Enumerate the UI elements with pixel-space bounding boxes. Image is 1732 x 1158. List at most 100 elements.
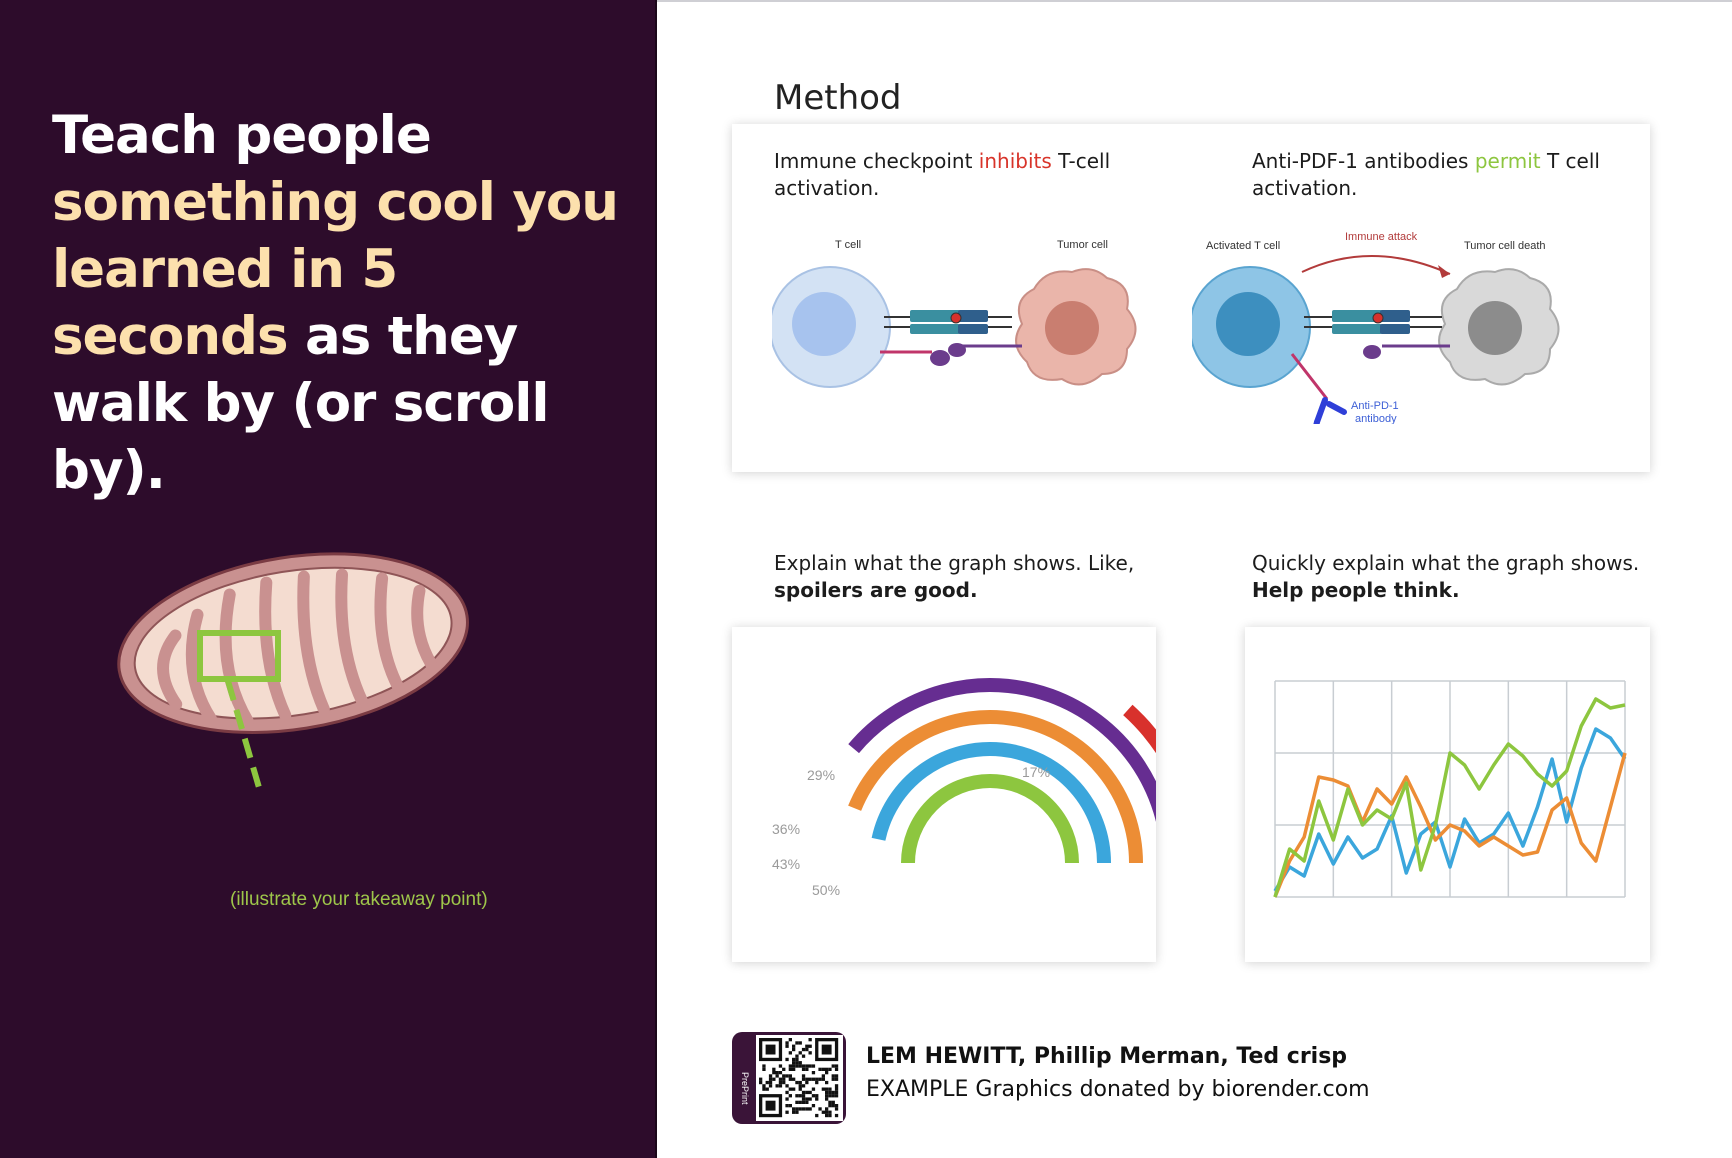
qr-module <box>798 1107 802 1111</box>
receptor-block-r1 <box>1332 310 1382 322</box>
qr-module <box>762 1067 766 1071</box>
qr-module <box>831 1094 835 1098</box>
qr-module <box>798 1087 802 1091</box>
qr-module <box>805 1044 809 1048</box>
graph-left-bold: spoilers are good. <box>774 578 978 602</box>
graph-right-bold: Help people think. <box>1252 578 1460 602</box>
qr-module <box>759 1080 763 1085</box>
top-border <box>0 0 1732 2</box>
qr-module <box>792 1067 796 1071</box>
qr-module <box>801 1047 806 1052</box>
qr-module <box>782 1067 786 1071</box>
qr-module <box>828 1110 832 1114</box>
checkpoint-dot <box>950 312 962 324</box>
qr-module <box>801 1077 806 1081</box>
qr-module <box>834 1064 839 1068</box>
qr-module <box>805 1080 809 1085</box>
dying-tumor-cell-nucleus <box>1468 301 1522 355</box>
qr-module <box>792 1107 796 1111</box>
tumor-cell-death-label: Tumor cell death <box>1464 240 1546 252</box>
qr-module <box>834 1077 839 1081</box>
qr-module <box>818 1107 822 1111</box>
qr-module <box>778 1071 783 1075</box>
qr-module <box>815 1097 819 1101</box>
qr-module <box>808 1107 812 1111</box>
qr-module <box>815 1094 819 1098</box>
qr-module <box>825 1090 829 1095</box>
qr-module <box>788 1087 792 1091</box>
immune-attack-label: Immune attack <box>1345 231 1418 243</box>
qr-module <box>765 1087 769 1091</box>
checkpoint-diagram: T cell Tumor cell <box>772 239 1137 388</box>
qr-module <box>775 1071 779 1075</box>
headline-line-a: Teach people <box>52 105 432 166</box>
qr-module <box>834 1087 839 1091</box>
qr-module <box>811 1094 816 1098</box>
qr-module <box>811 1077 816 1081</box>
qr-finder <box>765 1100 776 1111</box>
qr-module <box>821 1067 825 1071</box>
qr-module <box>795 1061 799 1065</box>
qr-module <box>805 1097 809 1101</box>
qr-module <box>808 1097 812 1101</box>
qr-module <box>785 1057 789 1062</box>
credits: EXAMPLE Graphics donated by biorender.co… <box>866 1077 1370 1102</box>
qr-module <box>795 1057 799 1062</box>
qr-module <box>792 1047 796 1052</box>
t-cell-nucleus <box>792 292 856 356</box>
qr-module <box>801 1097 806 1101</box>
qr-module <box>828 1113 832 1118</box>
rainbow-chart-card: 50% 43% 36% 29% 17% <box>732 627 1203 962</box>
qr-module <box>821 1074 825 1078</box>
qr-module <box>798 1041 802 1045</box>
qr-module <box>811 1104 816 1108</box>
qr-module <box>805 1107 809 1111</box>
qr-module <box>782 1074 786 1078</box>
receptor-lines-right <box>1304 316 1442 328</box>
qr-module <box>798 1051 802 1055</box>
authors: LEM HEWITT, Phillip Merman, Ted crisp <box>866 1044 1348 1069</box>
line-series-2 <box>1273 752 1627 898</box>
inhibits-word: inhibits <box>978 149 1052 173</box>
line-series-1 <box>1273 727 1627 892</box>
activated-t-cell-label: Activated T cell <box>1206 240 1280 252</box>
qr-module <box>759 1077 763 1081</box>
tumor-cell-label: Tumor cell <box>1057 239 1108 251</box>
pdl1-head <box>948 343 966 357</box>
qr-module <box>811 1071 816 1075</box>
qr-module <box>785 1110 789 1114</box>
receptor-block-3 <box>958 310 988 322</box>
qr-module <box>825 1067 829 1071</box>
graph-left-text: Explain what the graph shows. Like, <box>774 551 1135 575</box>
qr-module <box>795 1054 799 1058</box>
rainbow-bar-50 <box>901 774 1079 864</box>
attack-arrow-head <box>1438 265 1450 278</box>
line-chart <box>1273 680 1627 898</box>
qr-module <box>831 1104 835 1108</box>
qr-module <box>788 1064 792 1068</box>
qr-module <box>834 1067 839 1071</box>
rainbow-label-17: 17% <box>1022 764 1050 780</box>
receptor-block-r2 <box>1332 324 1382 334</box>
qr-module <box>768 1080 773 1085</box>
receptor-block-r3 <box>1380 310 1410 322</box>
qr-module <box>815 1080 819 1085</box>
qr-module <box>785 1097 789 1101</box>
qr-module <box>828 1087 832 1091</box>
qr-code[interactable]: PrePrint <box>732 1032 846 1124</box>
qr-module <box>792 1077 796 1081</box>
qr-module <box>785 1041 789 1045</box>
qr-module <box>825 1107 829 1111</box>
qr-module <box>825 1110 829 1114</box>
rainbow-label-36: 36% <box>772 821 800 837</box>
headline: Teach people something cool you learned … <box>52 102 642 504</box>
qr-module <box>782 1077 786 1081</box>
qr-module <box>798 1064 802 1068</box>
qr-module <box>834 1107 839 1111</box>
qr-module <box>798 1084 802 1088</box>
qr-module <box>831 1100 835 1104</box>
permit-word: permit <box>1474 149 1541 173</box>
qr-module <box>805 1067 809 1071</box>
qr-finder <box>765 1044 776 1055</box>
qr-module <box>772 1077 776 1081</box>
